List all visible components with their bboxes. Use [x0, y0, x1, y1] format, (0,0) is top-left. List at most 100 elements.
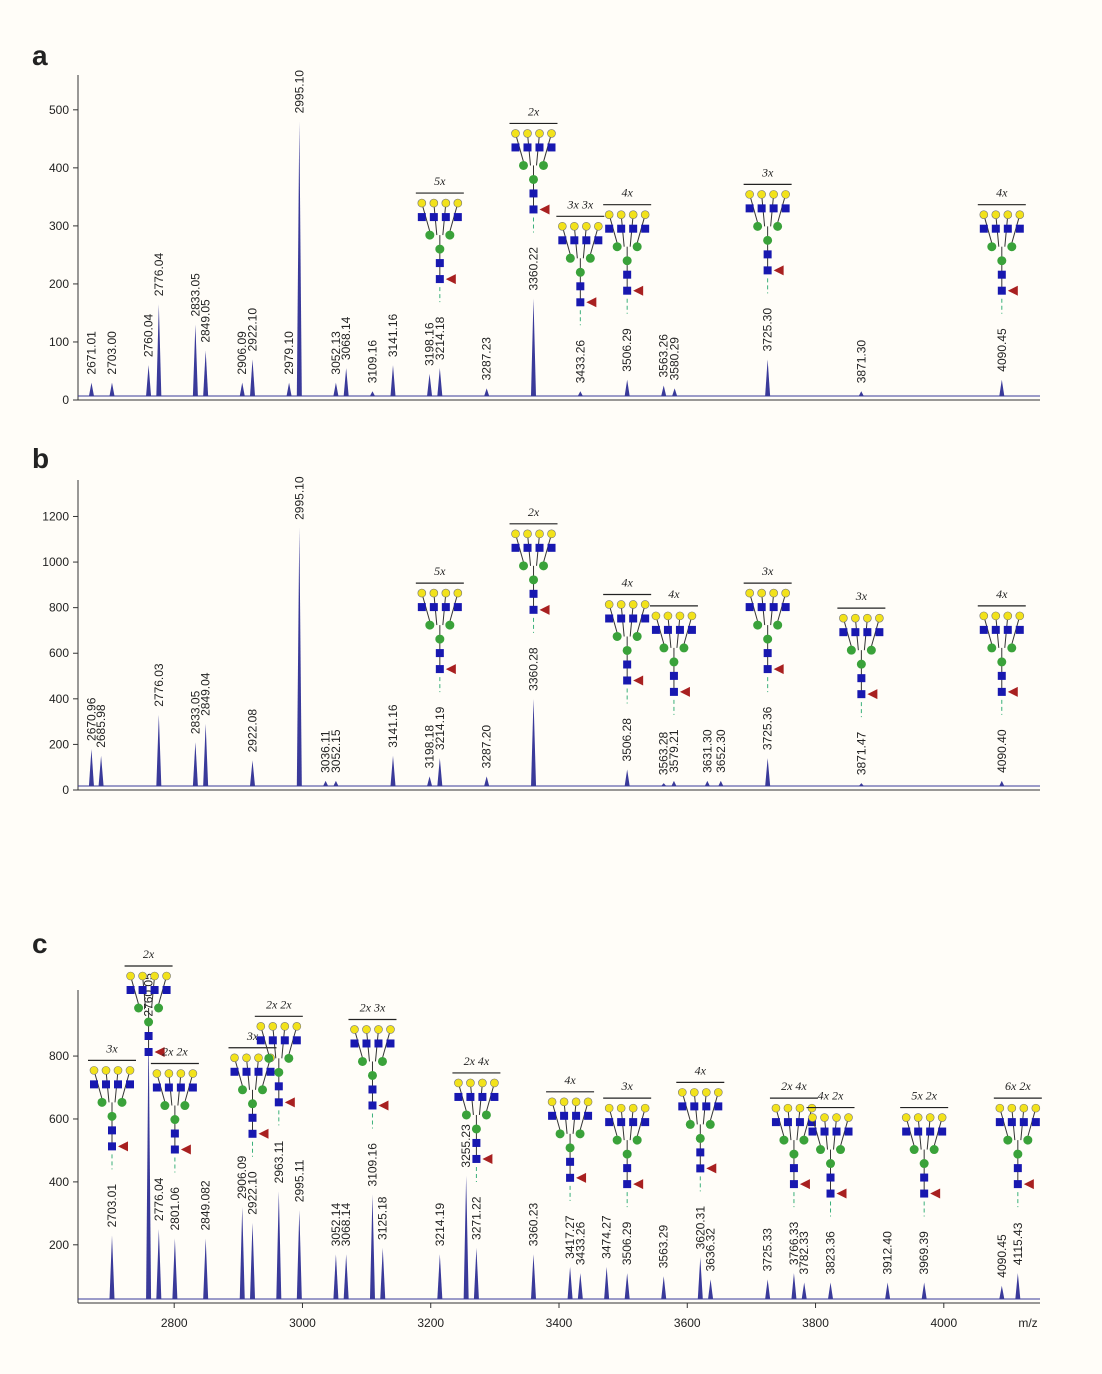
glcnac	[530, 606, 538, 614]
glycan-annotation: 2x	[528, 505, 540, 519]
peak	[390, 756, 395, 786]
glcnac	[1016, 225, 1024, 233]
mannose	[633, 242, 642, 251]
peak	[484, 388, 489, 396]
fucose	[1008, 286, 1018, 296]
glcnac	[576, 298, 584, 306]
galactose	[547, 129, 555, 137]
peak	[250, 760, 255, 786]
mannose	[566, 254, 575, 263]
peak	[765, 359, 770, 396]
peak-label: 2849.05	[199, 299, 213, 343]
galactose	[165, 1070, 173, 1078]
mannose	[539, 161, 548, 170]
glcnac	[629, 225, 637, 233]
peak	[885, 1283, 890, 1299]
peak	[427, 776, 432, 786]
galactose	[629, 1104, 637, 1112]
glcnac	[764, 250, 772, 258]
glcnac	[151, 986, 159, 994]
glycan-icon: 2x 2x	[151, 1045, 199, 1155]
peak	[203, 1239, 208, 1299]
glcnac	[857, 674, 865, 682]
mannose	[867, 646, 876, 655]
galactose	[430, 589, 438, 597]
glcnac	[758, 603, 766, 611]
glcnac	[576, 282, 584, 290]
galactose	[678, 1088, 686, 1096]
glcnac	[594, 236, 602, 244]
glcnac	[839, 628, 847, 636]
galactose	[772, 1104, 780, 1112]
mannose	[180, 1101, 189, 1110]
galactose	[127, 972, 135, 980]
galactose	[688, 612, 696, 620]
y-tick-label: 200	[49, 1238, 69, 1252]
y-tick-label: 100	[49, 335, 69, 349]
glcnac	[851, 628, 859, 636]
glcnac	[641, 1118, 649, 1126]
peak-label: 3360.23	[526, 1203, 540, 1247]
peak-label: 3912.40	[881, 1231, 895, 1275]
glycan-annotation: 3x	[761, 165, 774, 179]
peak-label: 2995.11	[292, 1159, 306, 1202]
peak-label: 2776.04	[152, 253, 166, 297]
glcnac	[177, 1084, 185, 1092]
glcnac	[454, 213, 462, 221]
mannose	[258, 1085, 267, 1094]
peak	[240, 383, 245, 396]
peak-label: 3360.22	[526, 247, 540, 291]
glycan-annotation: 4x 2x	[818, 1089, 844, 1103]
peak	[765, 1279, 770, 1299]
peak	[250, 359, 255, 396]
glcnac	[293, 1036, 301, 1044]
glcnac	[770, 603, 778, 611]
glycan-annotation: 2x 4x	[464, 1054, 490, 1068]
y-tick-label: 0	[62, 783, 69, 797]
peak	[109, 1235, 114, 1299]
glcnac	[418, 213, 426, 221]
mannose	[799, 1136, 808, 1145]
glcnac	[368, 1101, 376, 1109]
glcnac	[770, 204, 778, 212]
galactose	[558, 222, 566, 230]
galactose	[714, 1088, 722, 1096]
peak-label: 3287.20	[480, 725, 494, 769]
peak	[765, 758, 770, 786]
peak-label: 2703.00	[105, 331, 119, 375]
galactose	[523, 129, 531, 137]
galactose	[914, 1114, 922, 1122]
peak	[859, 783, 864, 786]
galactose	[1020, 1104, 1028, 1112]
mannose	[107, 1112, 116, 1121]
galactose	[641, 600, 649, 608]
galactose	[746, 589, 754, 597]
peak	[464, 1176, 469, 1299]
galactose	[690, 1088, 698, 1096]
mannose	[274, 1068, 283, 1077]
galactose	[617, 1104, 625, 1112]
mannose	[633, 1136, 642, 1145]
galactose	[1004, 211, 1012, 219]
peak	[297, 1210, 302, 1299]
peak-label: 2995.10	[292, 70, 306, 114]
glcnac	[249, 1130, 257, 1138]
galactose	[1032, 1104, 1040, 1112]
glcnac	[584, 1112, 592, 1120]
mannose	[529, 575, 538, 584]
glcnac	[623, 287, 631, 295]
glcnac	[920, 1190, 928, 1198]
peak-label: 3287.23	[480, 337, 494, 381]
glcnac	[992, 626, 1000, 634]
fucose	[586, 297, 596, 307]
peak	[578, 1273, 583, 1299]
galactose	[641, 211, 649, 219]
y-tick-label: 0	[62, 393, 69, 407]
fucose	[446, 274, 456, 284]
mannose	[378, 1057, 387, 1066]
galactose	[770, 589, 778, 597]
fucose	[837, 1189, 847, 1199]
glycan-icon: 5x	[416, 564, 464, 674]
galactose	[980, 612, 988, 620]
glycan-icon: 4x	[546, 1073, 594, 1183]
